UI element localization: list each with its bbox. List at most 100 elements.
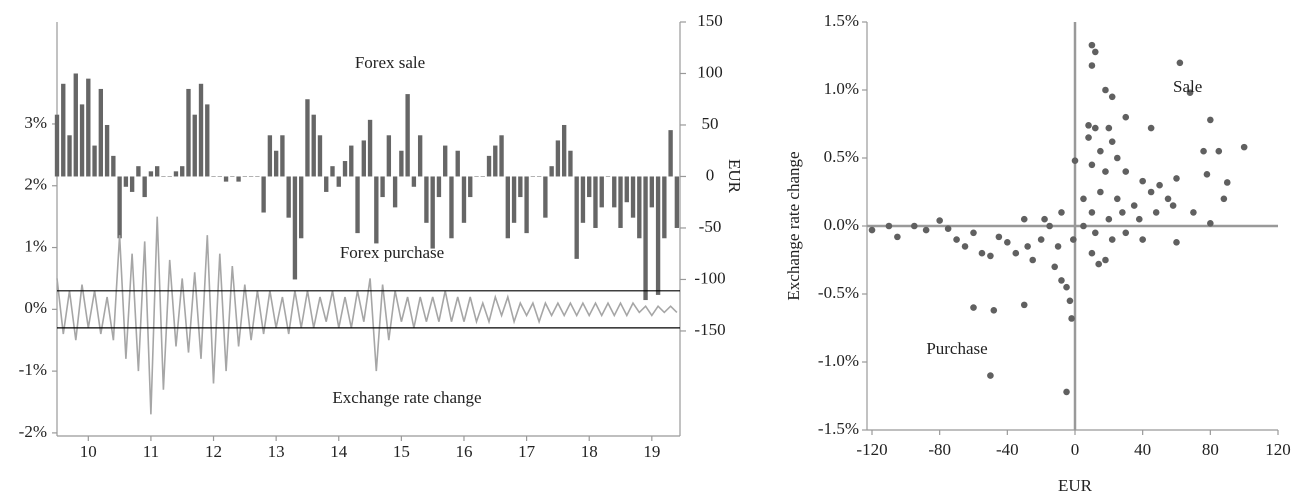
forex-bar bbox=[261, 176, 266, 213]
scatter-point bbox=[1046, 222, 1053, 230]
rate-line bbox=[56, 216, 678, 415]
forex-bar bbox=[524, 176, 529, 234]
scatter-point bbox=[1088, 249, 1096, 257]
y-tick-label: 1.5% bbox=[824, 11, 859, 30]
forex-bar bbox=[668, 130, 673, 177]
x-tick-label: 0 bbox=[1071, 440, 1080, 459]
scatter-point bbox=[1135, 215, 1143, 223]
scatter-point bbox=[1070, 236, 1077, 243]
scatter-point bbox=[1102, 86, 1109, 94]
scatter-point bbox=[1203, 171, 1211, 178]
y-tick-label: -1% bbox=[19, 360, 47, 379]
annotation: Exchange rate change bbox=[332, 388, 481, 407]
x-tick-label: 40 bbox=[1134, 440, 1151, 459]
scatter-point bbox=[1068, 315, 1075, 322]
x-tick-label: 19 bbox=[643, 442, 660, 461]
scatter-point bbox=[1122, 113, 1130, 121]
scatter-point bbox=[1108, 236, 1116, 243]
forex-bar bbox=[180, 166, 185, 177]
y-tick-label: 0% bbox=[24, 298, 47, 317]
scatter-point bbox=[1108, 138, 1116, 145]
forex-bar bbox=[92, 145, 97, 177]
scatter-point bbox=[1190, 209, 1197, 216]
scatter-point bbox=[1092, 124, 1099, 132]
forex-bar bbox=[486, 155, 492, 177]
scatter-point bbox=[1029, 256, 1037, 264]
annotation: Forex purchase bbox=[340, 243, 444, 262]
scatter-point bbox=[1207, 219, 1214, 227]
y2-tick-label: -50 bbox=[699, 217, 722, 236]
annotation: Forex sale bbox=[355, 53, 425, 72]
y-tick-label: 1% bbox=[24, 236, 47, 255]
forex-bar bbox=[480, 176, 485, 177]
forex-bar bbox=[211, 176, 216, 177]
scatter-point bbox=[1092, 48, 1099, 56]
forex-bar bbox=[599, 176, 604, 208]
forex-bar bbox=[311, 114, 316, 177]
scatter-point bbox=[1102, 256, 1109, 264]
scatter-point bbox=[961, 243, 969, 250]
scatter-point bbox=[1024, 243, 1031, 250]
scatter-point bbox=[1085, 122, 1092, 129]
forex-bar bbox=[286, 176, 291, 218]
y2-tick-label: 100 bbox=[697, 62, 723, 81]
forex-bar bbox=[618, 176, 623, 228]
scatter-point bbox=[1102, 168, 1109, 175]
forex-bar bbox=[98, 88, 104, 177]
x-tick-label: 15 bbox=[393, 442, 410, 461]
annotation: Purchase bbox=[926, 339, 987, 358]
annotation: Sale bbox=[1173, 77, 1202, 96]
forex-bar bbox=[580, 176, 586, 223]
scatter-point bbox=[1139, 177, 1146, 185]
scatter-point bbox=[1080, 195, 1087, 203]
scatter-point bbox=[1051, 263, 1058, 271]
forex-bar bbox=[186, 88, 191, 177]
x-axis-label: EUR bbox=[1058, 476, 1093, 495]
forex-bar bbox=[248, 176, 254, 177]
scatter-point bbox=[936, 217, 943, 224]
scatter-point bbox=[1097, 188, 1104, 196]
forex-bar bbox=[117, 176, 122, 239]
scatter-point bbox=[1020, 215, 1028, 223]
x-tick-label: 12 bbox=[205, 442, 222, 461]
scatter-point bbox=[1080, 222, 1087, 230]
y2-tick-label: 0 bbox=[706, 165, 715, 184]
forex-bar bbox=[649, 176, 655, 208]
scatter-point bbox=[1173, 175, 1180, 182]
scatter-point bbox=[885, 222, 893, 230]
scatter-point bbox=[1147, 188, 1155, 196]
x-tick-label: 11 bbox=[143, 442, 159, 461]
forex-bar bbox=[61, 83, 66, 177]
forex-bar bbox=[230, 176, 235, 177]
forex-bar bbox=[305, 99, 310, 177]
y-tick-label: 1.0% bbox=[824, 79, 859, 98]
scatter-point bbox=[922, 226, 930, 234]
forex-bar bbox=[424, 176, 429, 223]
forex-bar bbox=[299, 176, 304, 239]
x-tick-label: 10 bbox=[80, 442, 97, 461]
forex-bar bbox=[568, 150, 573, 177]
forex-bar bbox=[449, 176, 454, 239]
y2-axis-label: EUR bbox=[725, 159, 744, 194]
scatter-point bbox=[1122, 229, 1130, 237]
y-tick-label: -1.0% bbox=[818, 351, 859, 370]
forex-bar bbox=[630, 176, 636, 218]
forex-bar bbox=[349, 145, 354, 177]
scatter-point bbox=[1200, 147, 1207, 155]
forex-bar bbox=[386, 135, 392, 177]
scatter-point bbox=[1215, 147, 1223, 155]
scatter-point bbox=[1071, 157, 1079, 165]
forex-bar bbox=[605, 176, 611, 177]
scatter-point bbox=[1147, 124, 1155, 132]
forex-bar bbox=[468, 176, 473, 198]
forex-bar bbox=[511, 176, 517, 223]
scatter-point bbox=[894, 233, 901, 241]
scatter-point bbox=[1004, 239, 1011, 246]
y2-tick-label: -150 bbox=[694, 320, 725, 339]
forex-bar bbox=[123, 176, 129, 187]
scatter-point bbox=[1220, 195, 1228, 203]
forex-bar bbox=[67, 135, 72, 177]
forex-bar bbox=[79, 104, 85, 177]
scatter-point bbox=[1063, 283, 1070, 291]
